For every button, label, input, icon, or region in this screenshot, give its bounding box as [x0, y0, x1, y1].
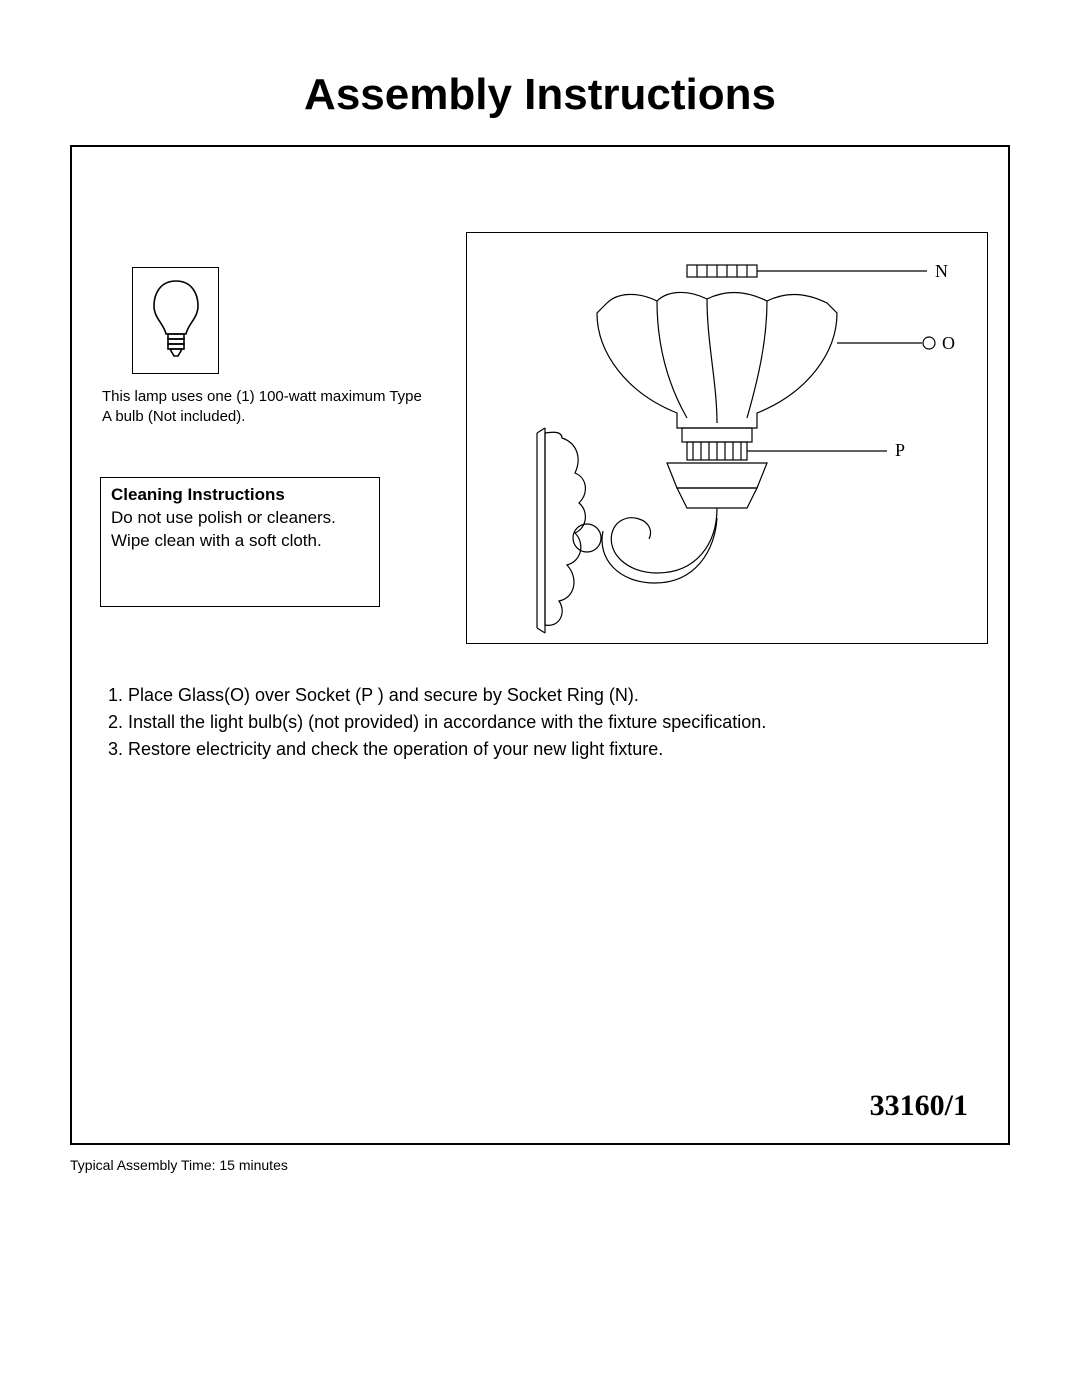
bulb-caption: This lamp uses one (1) 100-watt maximum … [102, 387, 422, 428]
content-frame: This lamp uses one (1) 100-watt maximum … [70, 145, 1010, 1145]
step-2: Install the light bulb(s) (not provided)… [128, 709, 980, 736]
fixture-diagram-box: N O P [466, 232, 988, 644]
cleaning-heading: Cleaning Instructions [111, 484, 369, 507]
document-page: Assembly Instructions This lamp uses one… [0, 0, 1080, 1397]
assembly-time-note: Typical Assembly Time: 15 minutes [70, 1157, 1010, 1173]
lightbulb-icon [146, 276, 206, 366]
diagram-label-p: P [895, 440, 905, 460]
diagram-label-n: N [935, 261, 948, 281]
step-3: Restore electricity and check the operat… [128, 736, 980, 763]
diagram-label-o: O [942, 333, 955, 353]
cleaning-line-2: Wipe clean with a soft cloth. [111, 530, 369, 553]
step-1: Place Glass(O) over Socket (P ) and secu… [128, 682, 980, 709]
page-title: Assembly Instructions [70, 70, 1010, 120]
cleaning-line-1: Do not use polish or cleaners. [111, 507, 369, 530]
part-number: 33160/1 [870, 1089, 968, 1123]
cleaning-instructions-box: Cleaning Instructions Do not use polish … [100, 477, 380, 607]
fixture-diagram: N O P [467, 233, 987, 643]
bulb-illustration-box [132, 267, 219, 374]
assembly-steps: Place Glass(O) over Socket (P ) and secu… [100, 682, 980, 763]
